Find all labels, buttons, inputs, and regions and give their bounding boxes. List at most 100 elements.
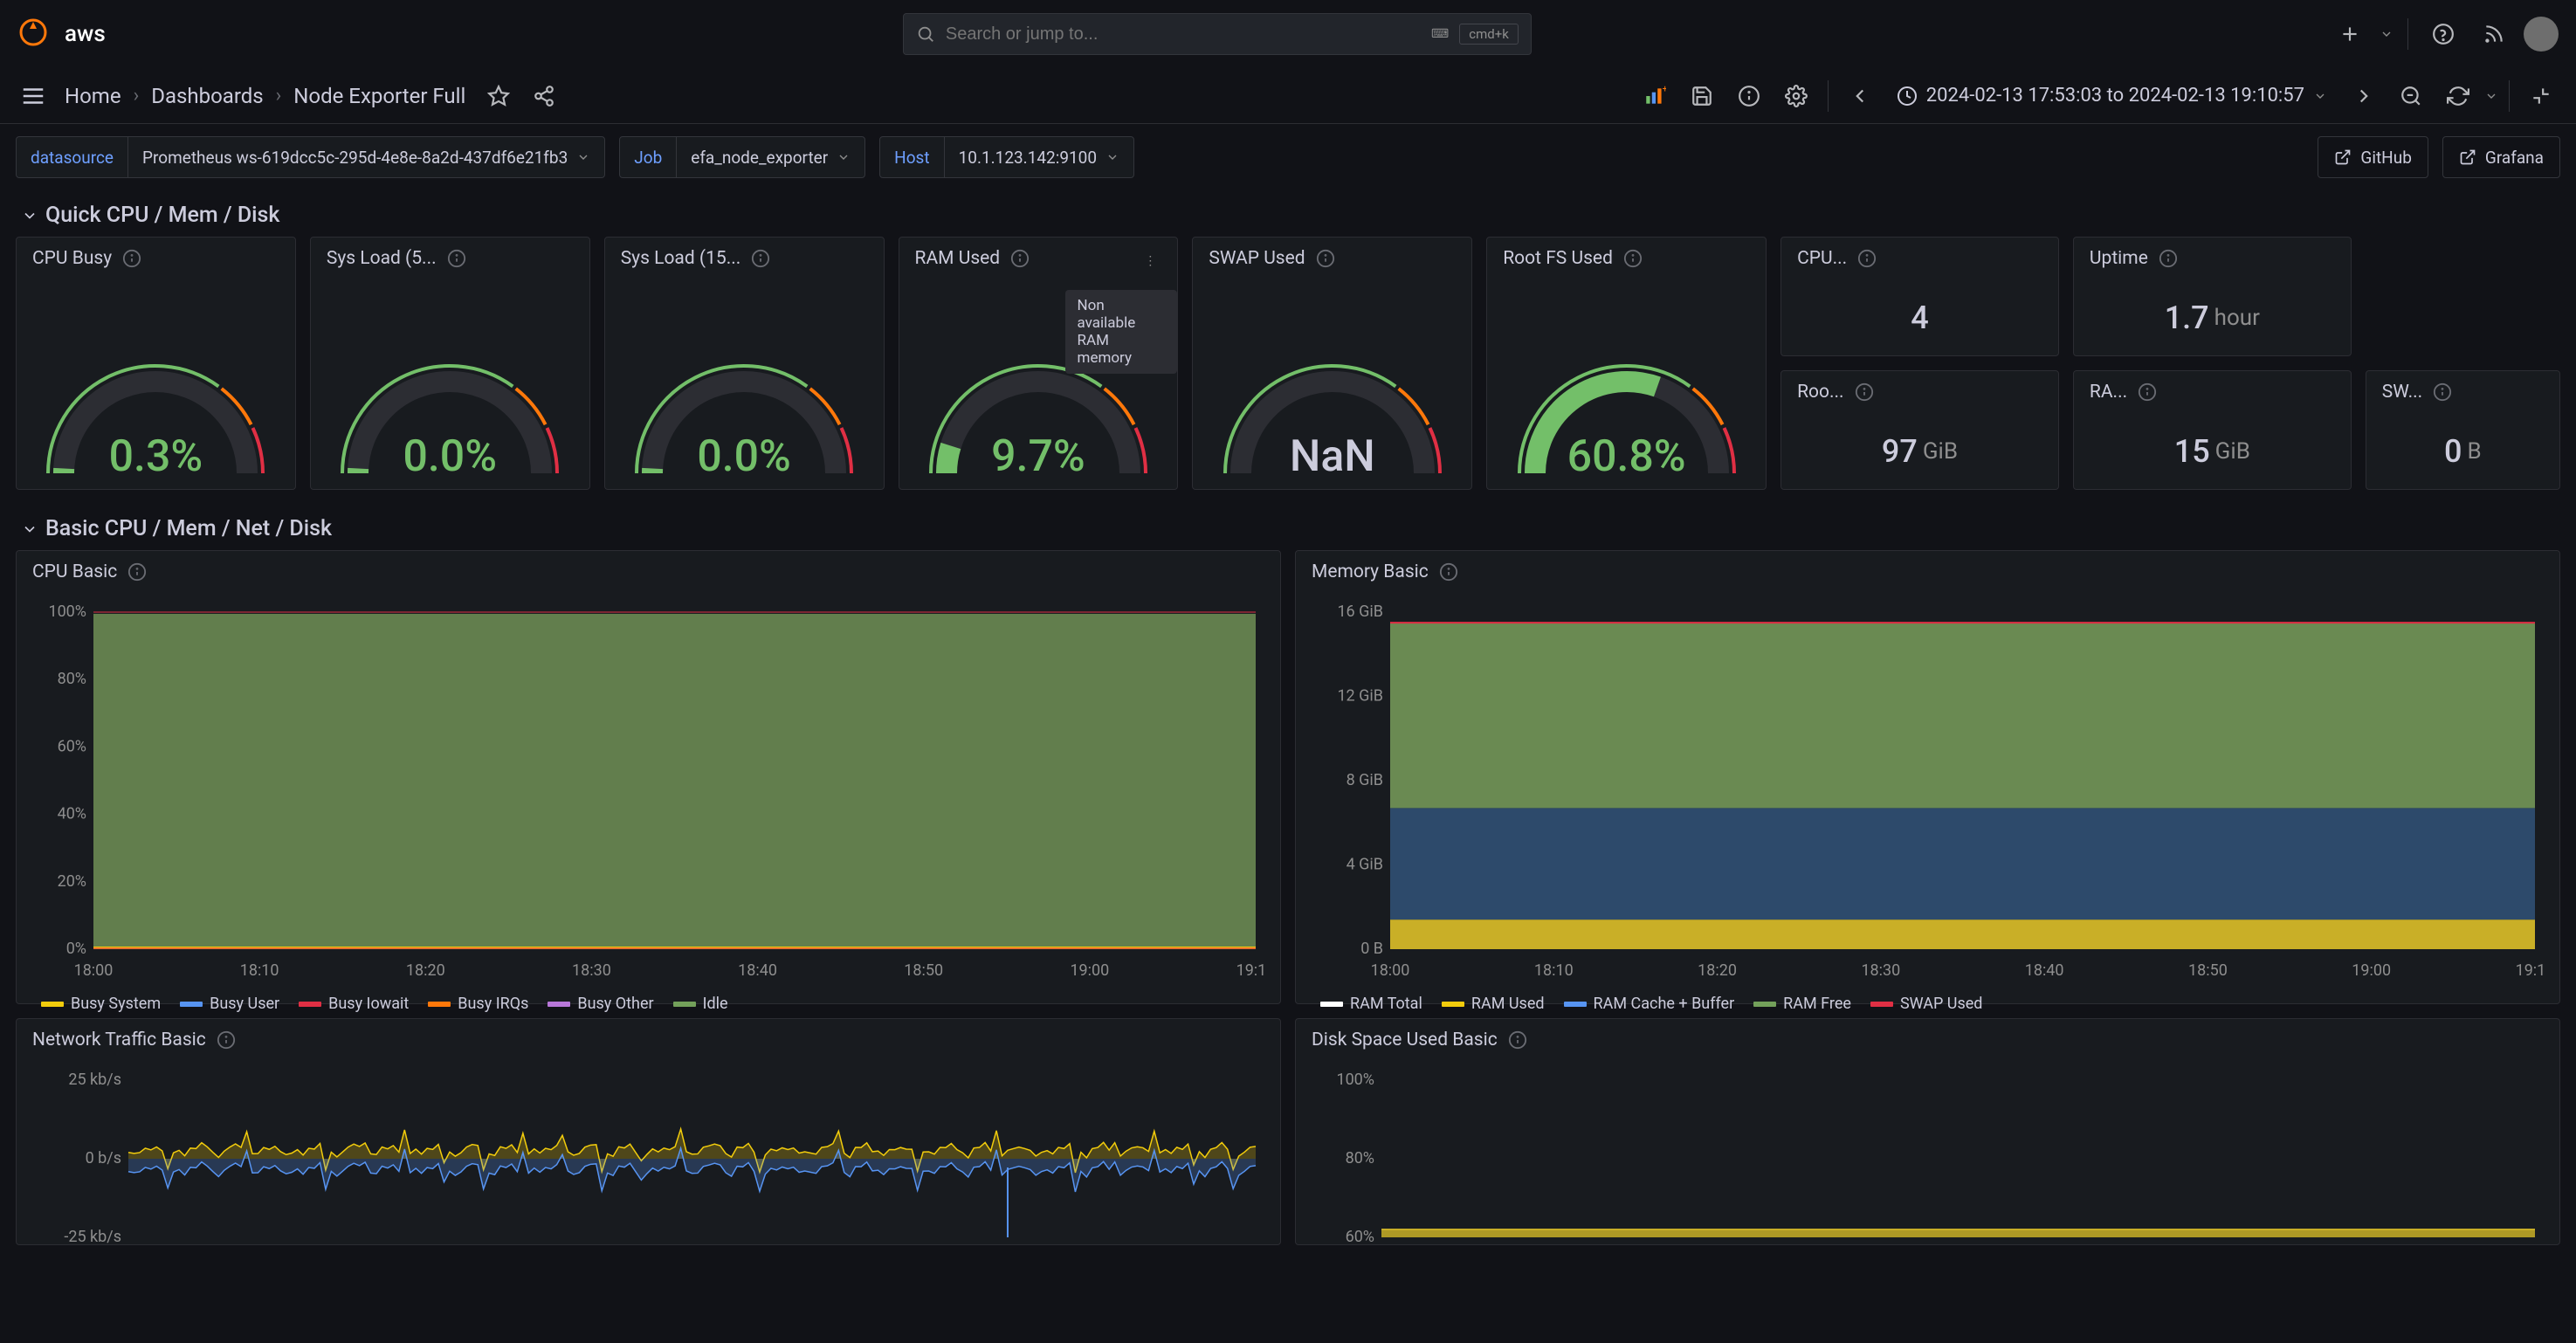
zoom-out-button[interactable] — [2390, 75, 2432, 117]
chevron-down-icon — [21, 520, 38, 538]
panel-ram-total[interactable]: RA... 15GiB — [2073, 370, 2352, 490]
chevron-down-icon — [2484, 89, 2498, 103]
svg-text:18:30: 18:30 — [572, 961, 611, 980]
svg-text:12 GiB: 12 GiB — [1337, 687, 1383, 706]
breadcrumb-current: Node Exporter Full — [293, 84, 465, 108]
svg-text:18:40: 18:40 — [2025, 961, 2064, 980]
section-quick[interactable]: Quick CPU / Mem / Disk — [0, 190, 2576, 237]
svg-text:19:10: 19:10 — [1236, 961, 1264, 980]
var-job[interactable]: Job efa_node_exporter — [619, 136, 865, 178]
panel-root-total[interactable]: Roo... 97GiB — [1780, 370, 2059, 490]
breadcrumb-dashboards[interactable]: Dashboards — [151, 84, 263, 108]
help-button[interactable] — [2422, 13, 2464, 55]
svg-text:+: + — [1662, 85, 1665, 95]
panel-swap-used[interactable]: SWAP Used NaN — [1192, 237, 1472, 490]
panel-root-fs[interactable]: Root FS Used 60.8% — [1486, 237, 1767, 490]
panel-title: Disk Space Used Basic — [1312, 1030, 1498, 1050]
kiosk-button[interactable] — [2520, 75, 2562, 117]
panel-net-basic[interactable]: Network Traffic Basic 25 kb/s0 b/s-25 kb… — [16, 1018, 1281, 1245]
add-button[interactable] — [2329, 13, 2371, 55]
kbd-hint: cmd+k — [1459, 24, 1519, 45]
section-title: Basic CPU / Mem / Net / Disk — [45, 516, 332, 541]
panel-title: Memory Basic — [1312, 561, 1429, 582]
menu-toggle[interactable] — [14, 77, 52, 115]
svg-text:16 GiB: 16 GiB — [1337, 603, 1383, 621]
add-panel-button[interactable]: + — [1634, 75, 1676, 117]
svg-text:4 GiB: 4 GiB — [1347, 856, 1383, 874]
topbar: aws ⌨ cmd+k — [0, 0, 2576, 68]
chevron-down-icon — [21, 207, 38, 224]
external-link-icon — [2334, 148, 2352, 166]
info-icon — [217, 1030, 236, 1050]
var-value: Prometheus ws-619dcc5c-295d-4e8e-8a2d-43… — [142, 148, 568, 168]
panel-sys-load5[interactable]: Sys Load (5... 0.0% — [310, 237, 590, 490]
info-button[interactable] — [1728, 75, 1770, 117]
news-button[interactable] — [2473, 13, 2515, 55]
svg-text:25 kb/s: 25 kb/s — [68, 1071, 121, 1089]
svg-text:18:50: 18:50 — [904, 961, 943, 980]
breadcrumb: Home › Dashboards › Node Exporter Full — [65, 84, 465, 108]
info-icon — [127, 562, 147, 582]
chevron-down-icon — [2313, 89, 2327, 103]
panel-disk-basic[interactable]: Disk Space Used Basic 100%80%60% — [1295, 1018, 2560, 1245]
chart-mem: 16 GiB12 GiB8 GiB4 GiB0 B18:0018:1018:20… — [1312, 602, 2544, 986]
svg-text:0 b/s: 0 b/s — [86, 1149, 121, 1167]
panel-uptime[interactable]: Uptime 1.7hour — [2073, 237, 2352, 356]
panel-mem-basic[interactable]: Memory Basic 16 GiB 12 GiB 8 GiB 4 GiB 0 B 18… — [1295, 550, 2560, 1004]
svg-text:0 B: 0 B — [1360, 940, 1383, 958]
refresh-button[interactable] — [2437, 75, 2479, 117]
breadcrumb-home[interactable]: Home — [65, 84, 121, 108]
link-grafana[interactable]: Grafana — [2442, 136, 2560, 178]
grafana-logo-icon — [17, 17, 49, 52]
svg-text:8 GiB: 8 GiB — [1347, 771, 1383, 789]
info-icon — [1439, 562, 1458, 582]
svg-text:18:20: 18:20 — [406, 961, 445, 980]
time-range-picker[interactable]: 2024-02-13 17:53:03 to 2024-02-13 19:10:… — [1886, 85, 2338, 107]
panel-cpu-cores[interactable]: CPU... 4 — [1780, 237, 2059, 356]
chevron-down-icon — [2380, 27, 2393, 41]
svg-text:18:50: 18:50 — [2188, 961, 2228, 980]
svg-text:19:00: 19:00 — [2352, 961, 2391, 980]
star-button[interactable] — [478, 75, 520, 117]
section-basic[interactable]: Basic CPU / Mem / Net / Disk — [0, 504, 2576, 550]
svg-text:0%: 0% — [66, 940, 86, 958]
link-label: GitHub — [2360, 148, 2411, 168]
panel-ram-used[interactable]: RAM Used 9.7% Non available RAM memory ⋮ — [899, 237, 1179, 490]
user-avatar[interactable] — [2524, 17, 2559, 52]
settings-button[interactable] — [1775, 75, 1817, 117]
var-host[interactable]: Host 10.1.123.142:9100 — [879, 136, 1134, 178]
link-github[interactable]: GitHub — [2318, 136, 2428, 178]
time-forward-button[interactable] — [2343, 75, 2385, 117]
global-search[interactable]: ⌨ cmd+k — [903, 13, 1532, 55]
info-icon — [1508, 1030, 1527, 1050]
panel-menu-button[interactable]: ⋮ — [1137, 248, 1163, 274]
chart-net: 25 kb/s0 b/s-25 kb/s — [32, 1070, 1264, 1248]
svg-text:80%: 80% — [58, 670, 86, 688]
time-back-button[interactable] — [1839, 75, 1881, 117]
svg-text:60%: 60% — [58, 737, 86, 755]
search-input[interactable] — [946, 24, 1421, 45]
chart-disk: 100%80%60% — [1312, 1070, 2544, 1248]
var-label: datasource — [17, 137, 128, 177]
svg-text:18:00: 18:00 — [1371, 961, 1410, 980]
section-title: Quick CPU / Mem / Disk — [45, 203, 279, 228]
var-label: Job — [620, 137, 677, 177]
panel-cpu-basic[interactable]: CPU Basic 100%80%60%40%20%0%18:0018:1018… — [16, 550, 1281, 1004]
quick-row: CPU Busy 0.3% Sys Load (5... — [0, 237, 2576, 504]
search-icon — [916, 24, 935, 44]
svg-text:18:10: 18:10 — [240, 961, 279, 980]
chevron-down-icon — [576, 150, 590, 164]
panel-swap-total[interactable]: SW... 0B — [2366, 370, 2560, 490]
panel-sys-load15[interactable]: Sys Load (15... 0.0% — [604, 237, 885, 490]
tooltip: Non available RAM memory — [1065, 290, 1178, 374]
var-datasource[interactable]: datasource Prometheus ws-619dcc5c-295d-4… — [16, 136, 605, 178]
panel-cpu-busy[interactable]: CPU Busy 0.3% — [16, 237, 296, 490]
share-button[interactable] — [523, 75, 565, 117]
chevron-down-icon — [1105, 150, 1119, 164]
svg-text:19:10: 19:10 — [2516, 961, 2544, 980]
svg-text:20%: 20% — [58, 872, 86, 891]
var-value: 10.1.123.142:9100 — [959, 148, 1097, 168]
var-label: Host — [880, 137, 944, 177]
save-button[interactable] — [1681, 75, 1723, 117]
svg-text:100%: 100% — [1336, 1071, 1374, 1089]
